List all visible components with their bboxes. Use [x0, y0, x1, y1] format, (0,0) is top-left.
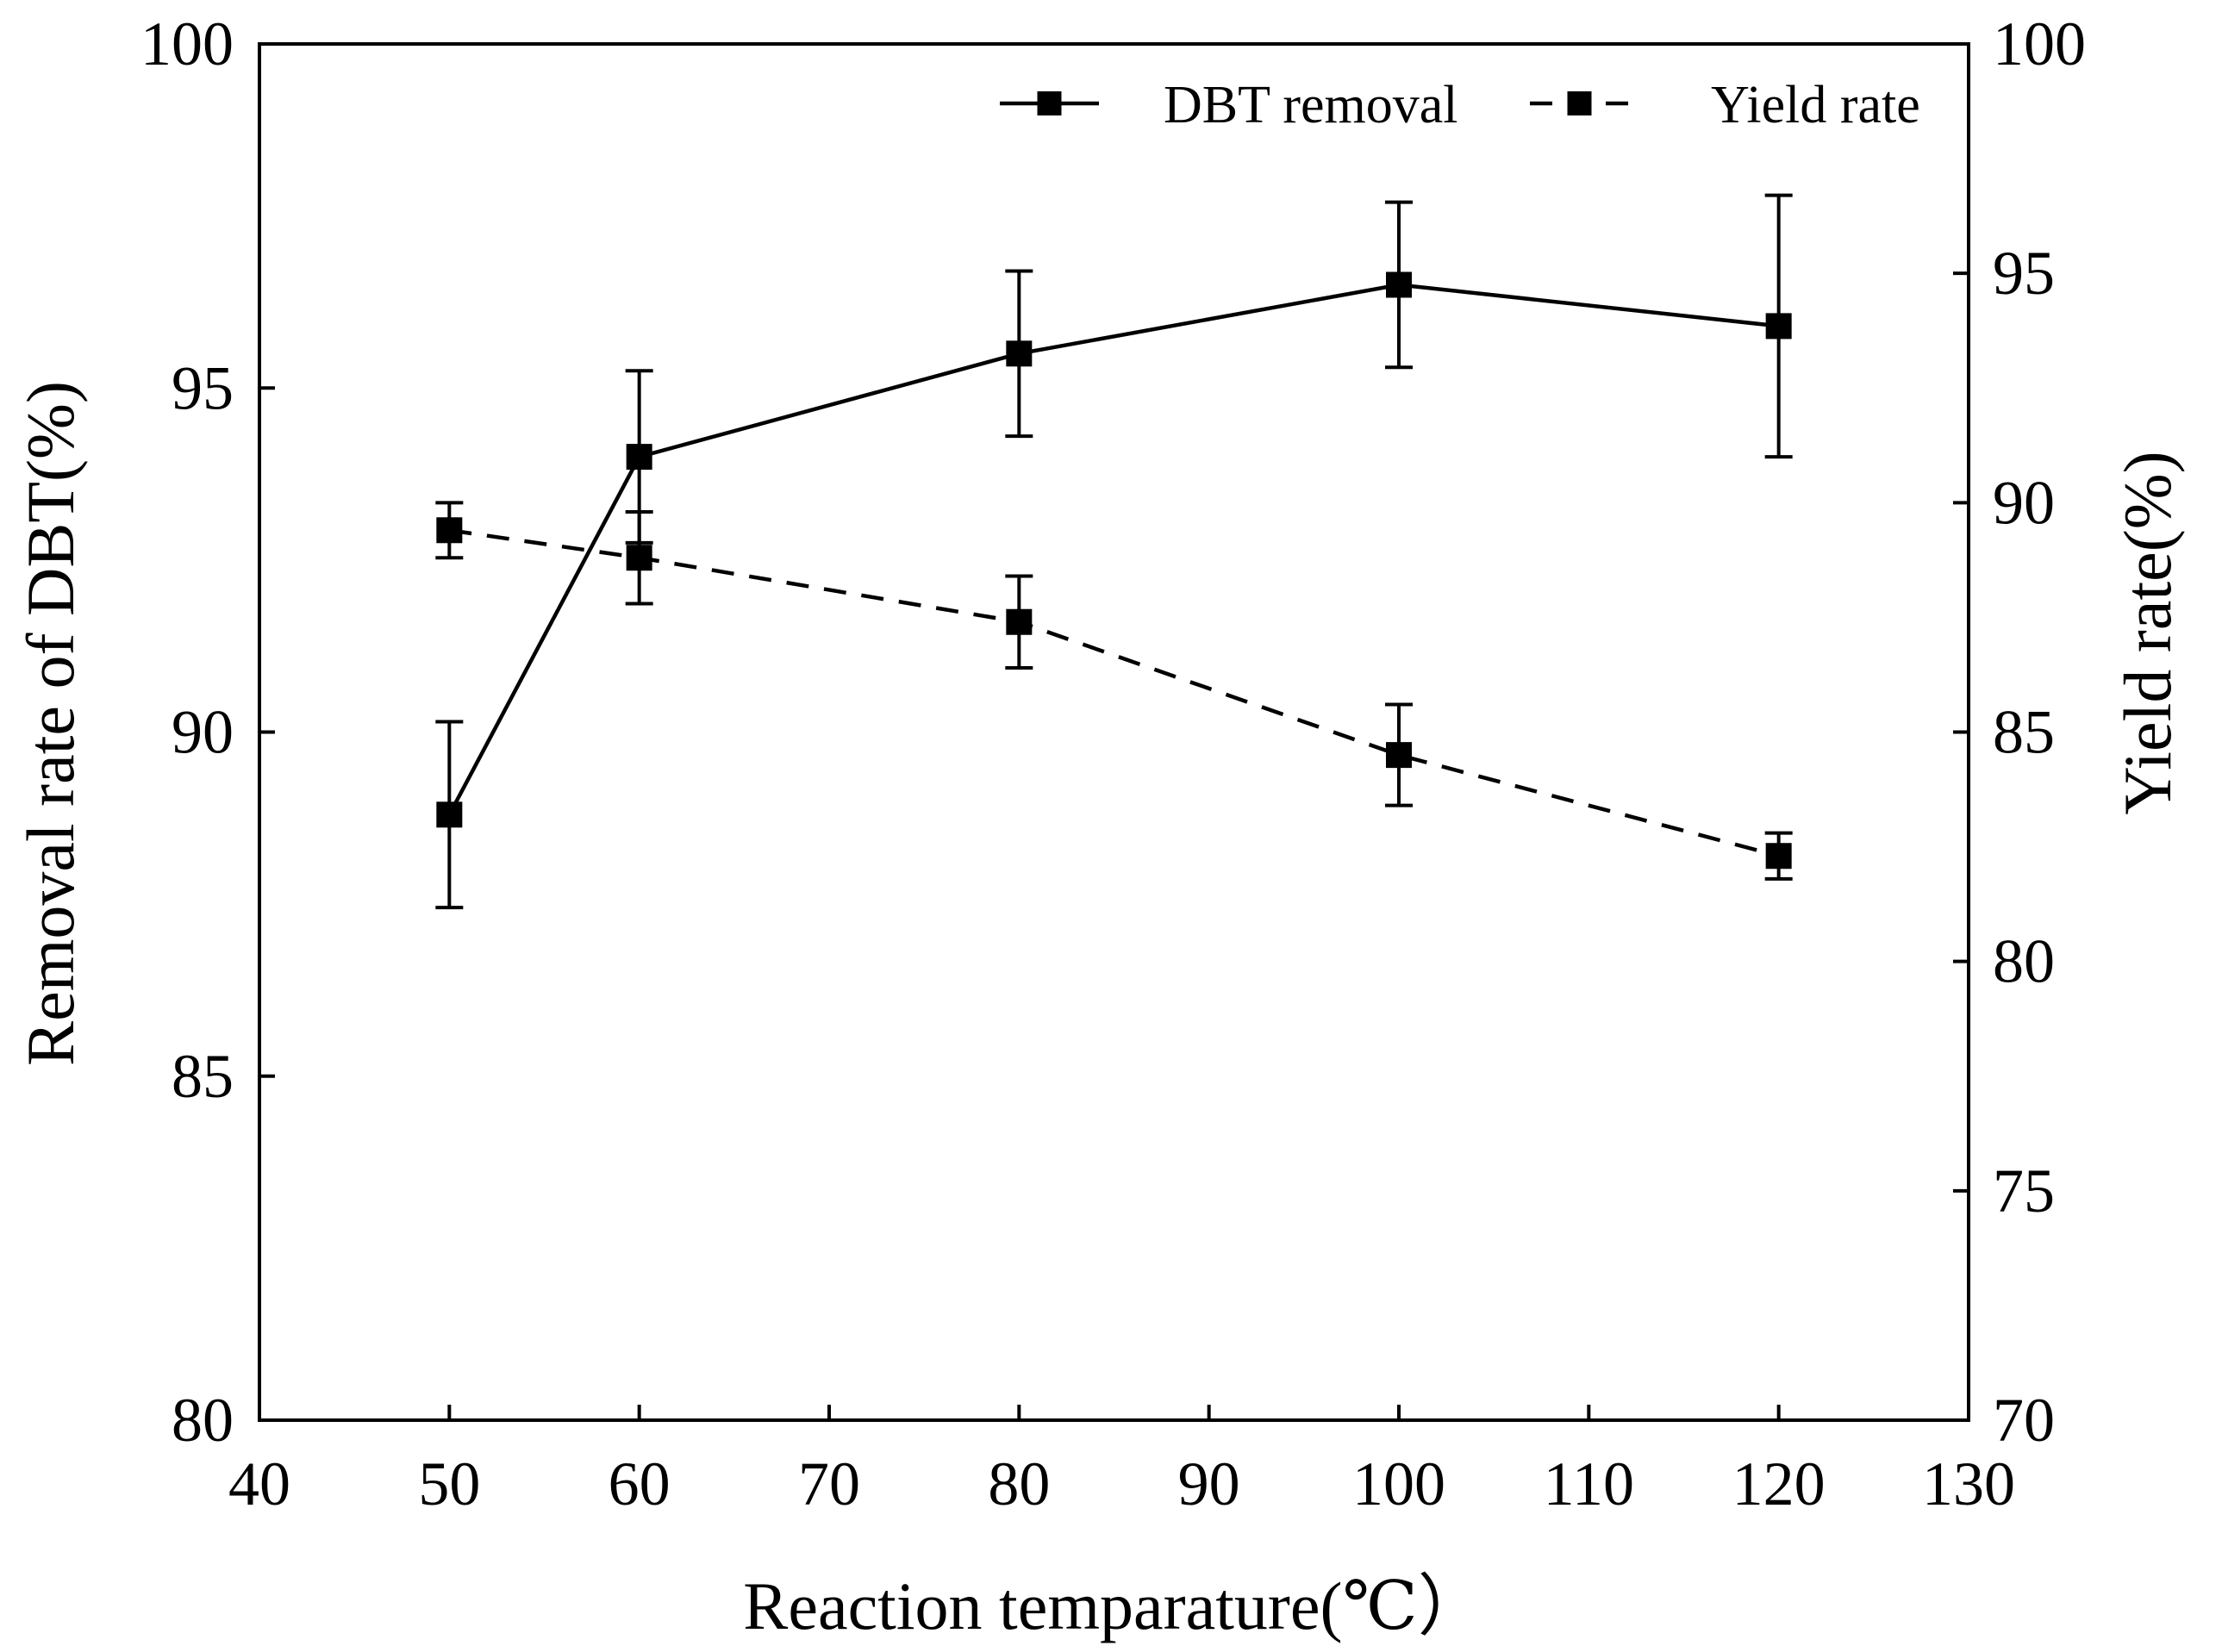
x-axis-ticks: 40 50 60 70 80 90 100 110 120 130 [228, 1405, 2015, 1518]
data-point [1765, 843, 1792, 870]
series-layer [435, 193, 1793, 910]
right-y-tick-label: 90 [1993, 468, 2055, 537]
x-tick-label: 90 [1178, 1449, 1240, 1518]
data-point [626, 545, 652, 571]
right-y-tick-label: 80 [1993, 927, 2055, 996]
x-axis-title: Reaction temparature(℃） [743, 1568, 1484, 1643]
right-y-axis-title: Yield rate(%) [2110, 451, 2185, 814]
data-point [436, 517, 463, 544]
left-y-tick-label: 100 [140, 9, 234, 78]
x-tick-label: 110 [1544, 1449, 1634, 1518]
data-point [1765, 313, 1792, 340]
series-2 [435, 501, 1793, 881]
plot-frame [258, 42, 1970, 1422]
data-point [626, 444, 652, 471]
x-tick-label: 80 [988, 1449, 1050, 1518]
x-tick-label: 40 [228, 1449, 290, 1518]
left-y-tick-label: 90 [172, 698, 234, 767]
left-y-tick-label: 95 [172, 353, 234, 422]
x-tick-label: 120 [1732, 1449, 1826, 1518]
x-tick-label: 130 [1922, 1449, 2015, 1518]
x-tick-label: 100 [1352, 1449, 1445, 1518]
data-point [436, 801, 463, 828]
legend-label: DBT removal [1164, 76, 1458, 134]
right-y-tick-label: 85 [1993, 698, 2055, 767]
legend-label: Yield rate [1711, 76, 1920, 134]
left-y-axis-title: Removal rate of DBT(%) [13, 381, 88, 1066]
data-point [1006, 340, 1033, 367]
right-y-tick-label: 95 [1993, 239, 2055, 308]
x-tick-label: 60 [609, 1449, 671, 1518]
legend-marker [1567, 91, 1592, 115]
right-y-tick-label: 70 [1993, 1386, 2055, 1455]
series-line [449, 528, 1780, 858]
left-y-tick-label: 85 [172, 1042, 234, 1111]
data-point [1386, 271, 1412, 298]
left-y-axis-ticks: 80 85 90 95 100 [140, 9, 275, 1455]
data-point [1386, 742, 1412, 769]
legend: DBT removal Yield rate [1000, 76, 1920, 134]
right-y-axis-ticks: 70 75 80 85 90 95 100 [1953, 9, 2086, 1455]
legend-marker [1037, 91, 1062, 115]
data-point [1006, 608, 1033, 635]
legend-item: DBT removal [1000, 76, 1458, 134]
right-y-tick-label: 100 [1993, 9, 2086, 78]
x-tick-label: 50 [418, 1449, 480, 1518]
right-y-tick-label: 75 [1993, 1156, 2055, 1225]
left-y-tick-label: 80 [172, 1386, 234, 1455]
legend-item: Yield rate [1530, 76, 1920, 134]
series-1 [435, 193, 1793, 910]
x-tick-label: 70 [798, 1449, 860, 1518]
